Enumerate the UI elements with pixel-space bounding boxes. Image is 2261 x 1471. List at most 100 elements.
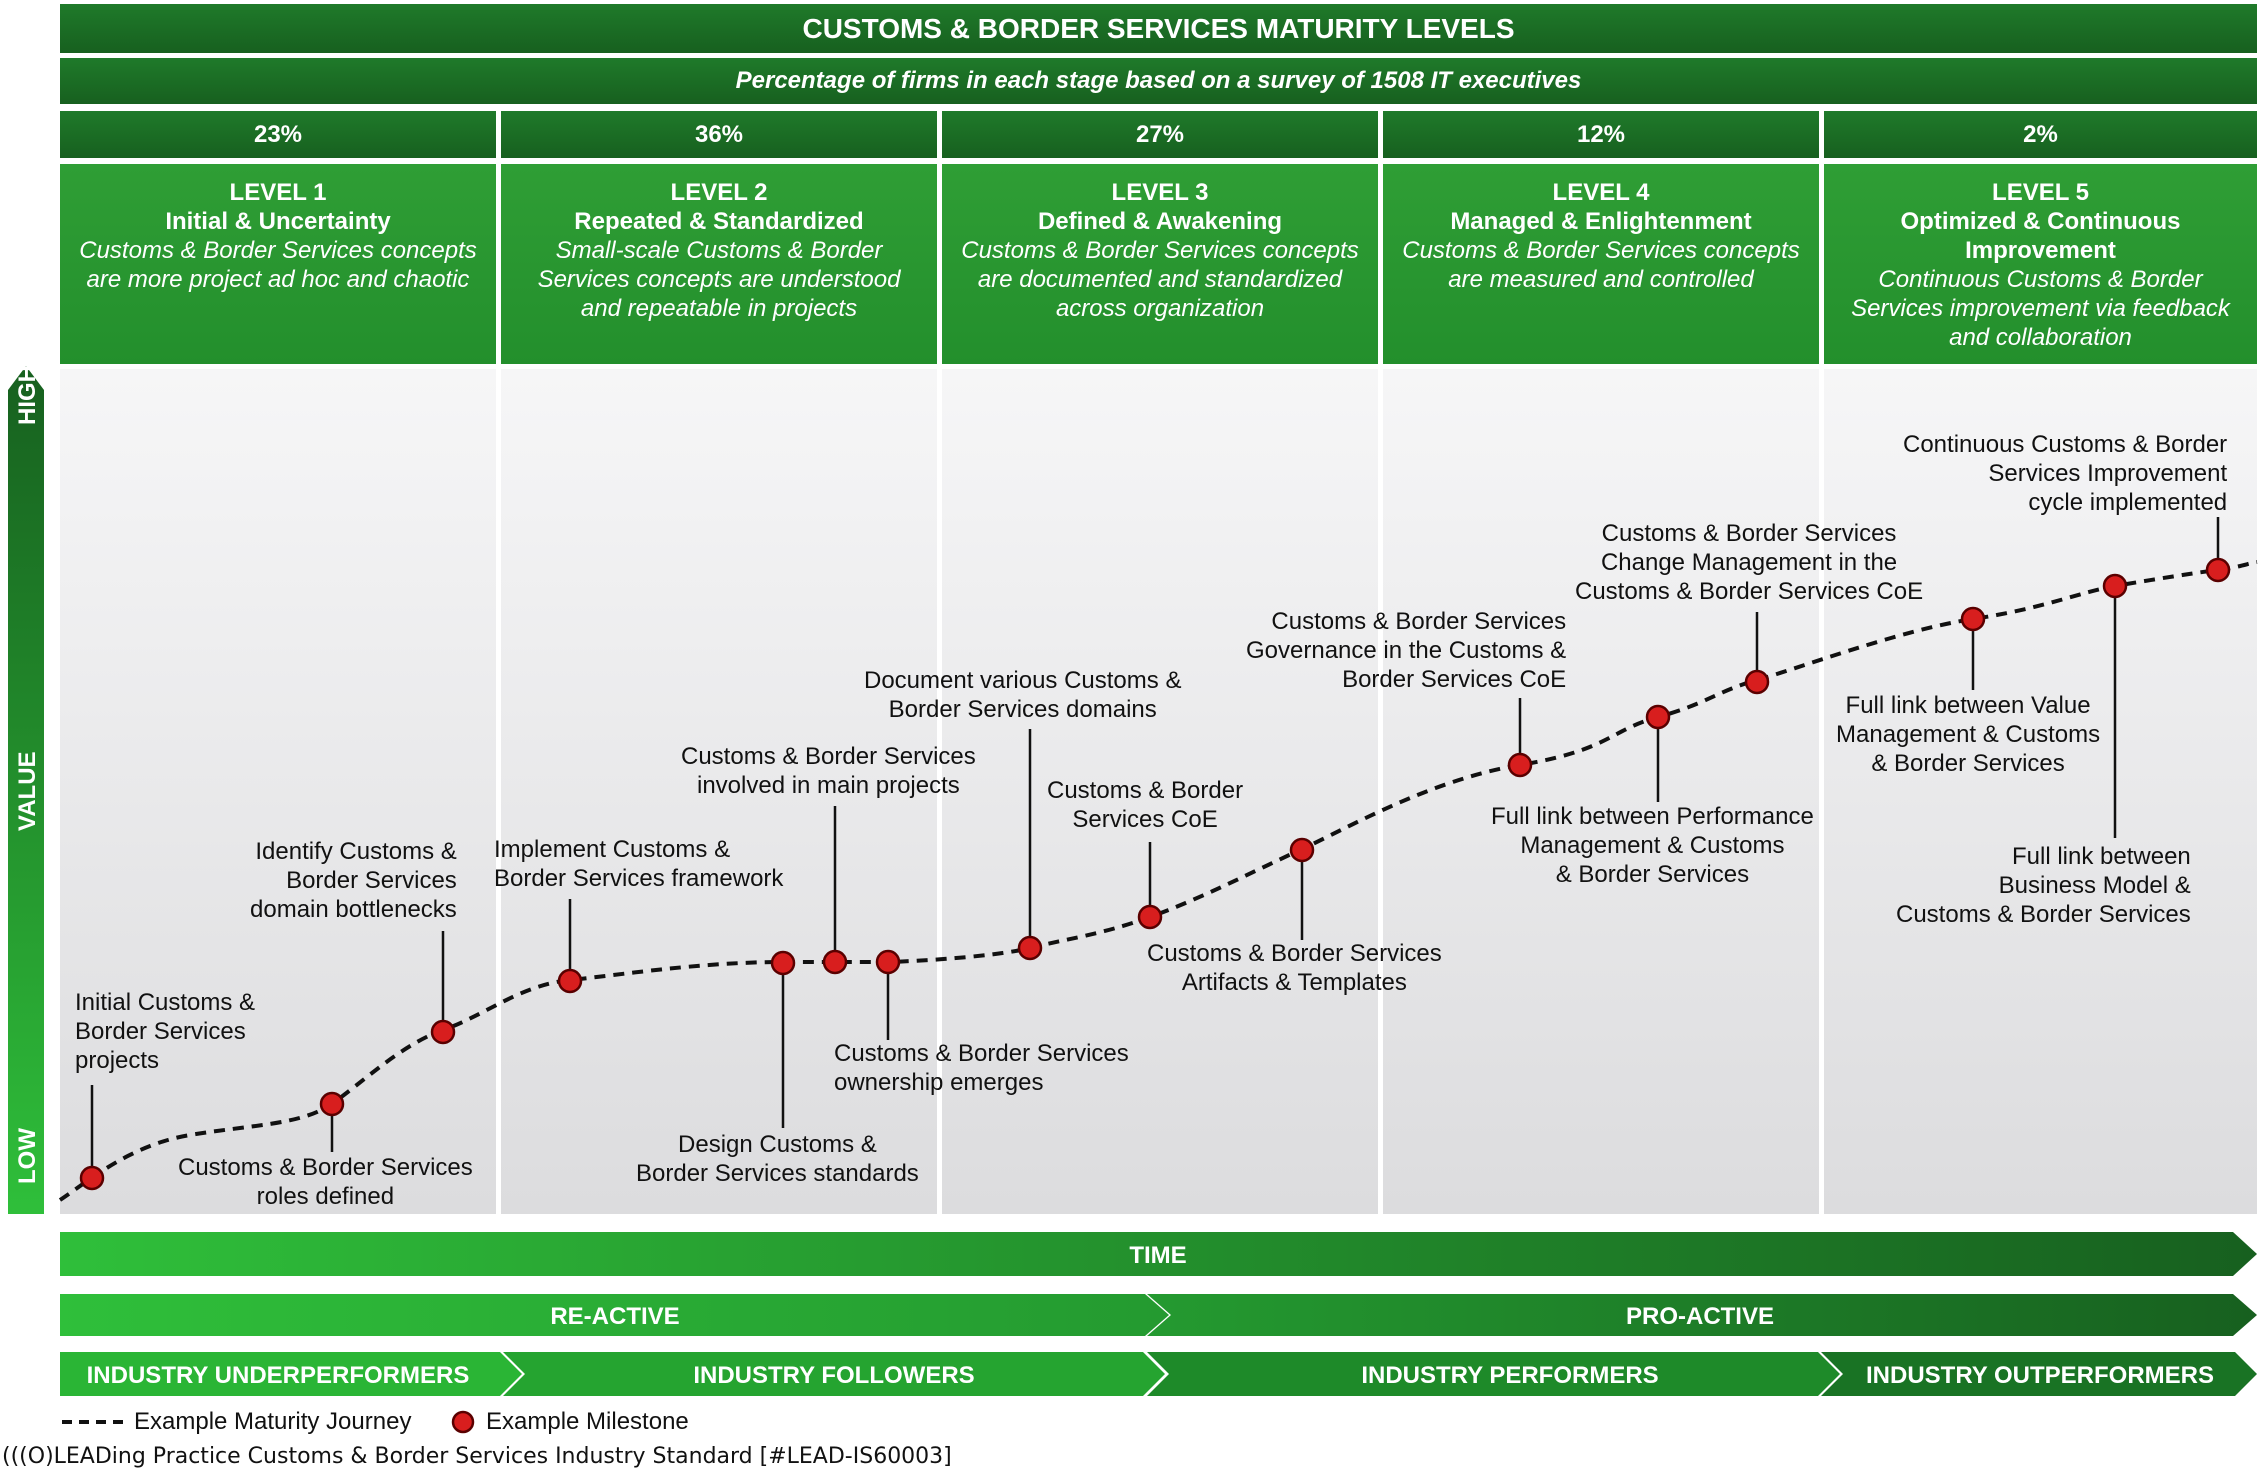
level-4-title: LEVEL 4 (1552, 179, 1650, 206)
outperformers-arrow (1821, 1352, 2257, 1396)
legend-milestone-label: Example Milestone (486, 1408, 689, 1435)
time-bands: TIME RE-ACTIVE PRO-ACTIVE INDUSTRY UNDER… (60, 1232, 2257, 1396)
level-3-percentage: 27% (942, 111, 1378, 158)
level-2-desc-line: Small-scale Customs & Border (555, 237, 883, 264)
milestone-dot (1017, 935, 1043, 961)
legend-milestone: Example Milestone (450, 1408, 689, 1436)
level-3-name: Defined & Awakening (1037, 208, 1283, 235)
level-1-desc-line: Customs & Border Services concepts (79, 237, 477, 264)
milestone-label: Full link between Business Model & Customs… (1896, 843, 2191, 928)
underperformers-label: INDUSTRY UNDERPERFORMERS (87, 1362, 470, 1389)
milestone-dot (1744, 669, 1770, 695)
level-3-desc-line: across organization (1055, 295, 1265, 322)
level-1-card: LEVEL 1 Initial & Uncertainty Customs & … (60, 164, 496, 364)
milestone-dot (319, 1091, 345, 1117)
level-4-card: LEVEL 4 Managed & Enlightenment Customs … (1383, 164, 1819, 364)
followers-label: INDUSTRY FOLLOWERS (693, 1362, 974, 1389)
followers-arrow (503, 1352, 1165, 1396)
legend-journey-label: Example Maturity Journey (134, 1408, 412, 1435)
milestone-dot (1960, 606, 1986, 632)
level-4-column (1383, 369, 1819, 1214)
level-5-desc-line: Continuous Customs & Border (1878, 266, 2203, 293)
time-label: TIME (1129, 1242, 1186, 1269)
level-2-desc-line: Services concepts are understood (537, 266, 901, 293)
level-2-column (501, 369, 937, 1214)
level-3-desc-line: Customs & Border Services concepts (961, 237, 1359, 264)
value-axis-arrow (8, 366, 44, 1214)
level-5-desc-line: Services improvement via feedback (1851, 295, 2230, 322)
level-2-card: LEVEL 2 Repeated & Standardized Small-sc… (501, 164, 937, 364)
milestone-label: Continuous Customs & Border Services Impr… (1903, 431, 2228, 516)
level-3-card: LEVEL 3 Defined & Awakening Customs & Bo… (942, 164, 1378, 364)
underperformers-arrow (60, 1352, 522, 1396)
milestone-dot (1137, 904, 1163, 930)
level-5-card: LEVEL 5 Optimized & Continuous Improveme… (1824, 164, 2257, 364)
milestone-dot (2205, 557, 2231, 583)
milestone-label: Customs & Border Services roles defined (178, 1154, 473, 1210)
milestone-dot (1289, 837, 1315, 863)
level-5-name: Improvement (1965, 237, 2116, 264)
dashed-line-icon (62, 1420, 124, 1424)
performers-arrow (1147, 1352, 1840, 1396)
milestone-label: Customs & Border Services involved in mai… (681, 743, 976, 799)
milestone-dot (770, 950, 796, 976)
milestone-label: Full link between Performance Management … (1491, 803, 1814, 888)
axis-high-label: HIGH (14, 365, 41, 425)
milestone-label: Initial Customs & Border Services projects (75, 989, 256, 1074)
level-5-column (1824, 369, 2257, 1214)
level-4-name: Managed & Enlightenment (1450, 208, 1752, 235)
level-2-name: Repeated & Standardized (574, 208, 864, 235)
milestone-dot (1507, 752, 1533, 778)
milestone-dot (822, 949, 848, 975)
milestone-label: Customs & Border Services Artifacts & Tem… (1147, 940, 1442, 996)
milestone-label: Full link between Value Management & Cust… (1836, 692, 2101, 777)
journey-diagram: HIGH VALUE LOW (8, 365, 2258, 1214)
level-2-desc-line: and repeatable in projects (580, 295, 858, 322)
milestone-label: Document various Customs & Border Service… (864, 667, 1182, 723)
level-5-title: LEVEL 5 (1992, 179, 2089, 206)
level-4-percentage: 12% (1383, 111, 1819, 158)
level-5-percentage: 2% (1824, 111, 2257, 158)
legend-journey: Example Maturity Journey (60, 1408, 411, 1436)
milestone-label: Customs & Border Services Governance in t… (1246, 608, 1567, 693)
proactive-arrow (1147, 1294, 2257, 1336)
level-1-percentage: 23% (60, 111, 496, 158)
proactive-label: PRO-ACTIVE (1626, 1303, 1774, 1330)
level-5-name: Optimized & Continuous (1900, 208, 2181, 235)
level-2-title: LEVEL 2 (670, 179, 768, 206)
level-1-column (60, 369, 496, 1214)
chart-subtitle: Percentage of firms in each stage based … (60, 58, 2257, 104)
level-4-desc-line: Customs & Border Services concepts (1402, 237, 1800, 264)
level-1-title: LEVEL 1 (229, 179, 327, 206)
performers-label: INDUSTRY PERFORMERS (1361, 1362, 1658, 1389)
time-arrow (60, 1232, 2257, 1276)
milestone-label: Customs & Border Services ownership emerg… (834, 1040, 1129, 1096)
milestone-label: Customs & Border Services CoE (1047, 777, 1244, 833)
milestone-dot (430, 1019, 456, 1045)
level-5-desc-line: and collaboration (1949, 324, 2132, 351)
milestone-dot (79, 1165, 105, 1191)
outperformers-label: INDUSTRY OUTPERFORMERS (1866, 1362, 2214, 1389)
milestone-label: Design Customs & Border Services standard… (636, 1131, 919, 1187)
milestone-dot (2102, 573, 2128, 599)
level-1-desc-line: are more project ad hoc and chaotic (86, 266, 470, 293)
level-3-column (942, 369, 1378, 1214)
milestone-label: Identify Customs & Border Services domain … (250, 838, 457, 923)
footer-credit: (((O)LEADing Practice Customs & Border S… (2, 1444, 952, 1469)
level-3-desc-line: are documented and standardized (977, 266, 1343, 293)
milestone-label: Customs & Border Services Change Manageme… (1575, 520, 1924, 605)
level-2-percentage: 36% (501, 111, 937, 158)
level-4-desc-line: are measured and controlled (1448, 266, 1754, 293)
level-3-title: LEVEL 3 (1111, 179, 1209, 206)
milestone-dot (875, 949, 901, 975)
milestone-dot (1645, 704, 1671, 730)
milestone-label: Implement Customs & Border Services frame… (494, 836, 784, 892)
milestone-dot-icon (451, 1410, 475, 1434)
chart-title: CUSTOMS & BORDER SERVICES MATURITY LEVEL… (60, 4, 2257, 53)
reactive-label: RE-ACTIVE (550, 1303, 679, 1330)
reactive-arrow (60, 1294, 1169, 1336)
milestone-dot (557, 968, 583, 994)
level-1-name: Initial & Uncertainty (165, 208, 391, 235)
axis-value-label: VALUE (14, 751, 41, 831)
axis-low-label: LOW (14, 1128, 41, 1184)
